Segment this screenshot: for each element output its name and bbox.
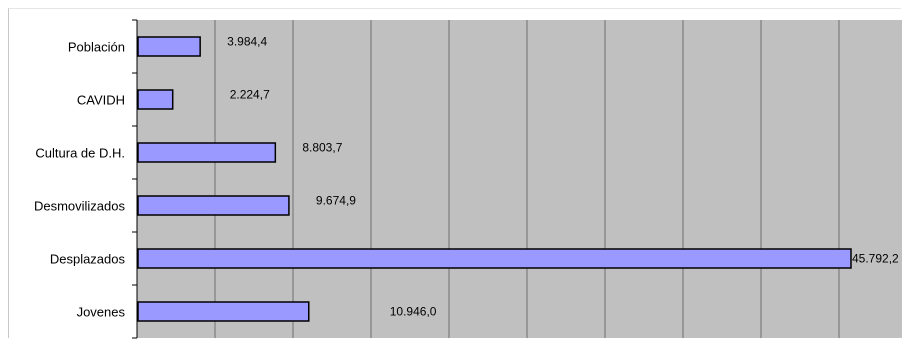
value-labels: 3.984,4 2.224,7 8.803,7 9.674,9 45.792,2 10.9…: [227, 35, 899, 319]
value-label: 3.984,4: [227, 35, 267, 49]
value-label: 45.792,2: [852, 252, 899, 266]
bar: [137, 142, 277, 163]
value-label: 10.946,0: [390, 305, 437, 319]
category-label: CAVIDH: [77, 93, 125, 108]
bar: [137, 36, 201, 57]
category-labels: Población CAVIDH Cultura de D.H. Desmoviliz…: [34, 40, 126, 320]
plot-area: [137, 20, 902, 338]
category-label: Población: [68, 40, 125, 55]
bars: [137, 36, 852, 322]
gridlines: [214, 20, 840, 338]
bar: [137, 195, 290, 216]
category-label: Cultura de D.H.: [35, 146, 125, 161]
category-label: Desmovilizados: [34, 199, 126, 214]
value-label: 8.803,7: [302, 141, 342, 155]
bar: [137, 89, 174, 110]
category-label: Desplazados: [50, 252, 126, 267]
bar: [137, 248, 852, 269]
value-label: 9.674,9: [316, 194, 356, 208]
category-axis: [132, 19, 138, 339]
category-label: Jovenes: [77, 305, 126, 320]
value-label: 2.224,7: [230, 88, 270, 102]
bar: [137, 301, 310, 322]
